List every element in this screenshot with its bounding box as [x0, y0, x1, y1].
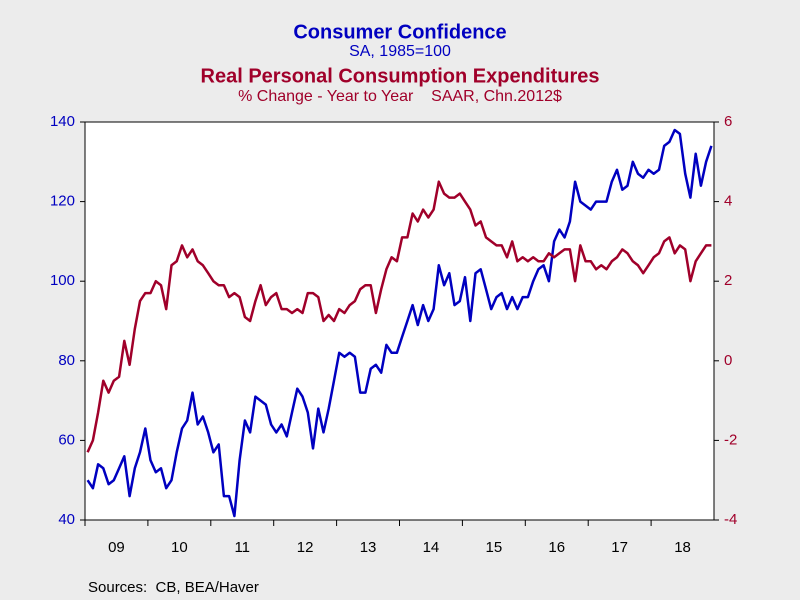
y2-tick-label: 2 [724, 272, 732, 289]
y2-tick-label: 6 [724, 113, 732, 130]
x-tick-label: 18 [674, 539, 691, 556]
chart-subtitle: SA, 1985=100 [349, 43, 451, 60]
chart-subtitle-2: % Change - Year to Year SAAR, Chn.2012$ [238, 88, 562, 105]
x-tick-label: 14 [423, 539, 440, 556]
x-tick-label: 17 [611, 539, 628, 556]
x-tick-label: 12 [297, 539, 314, 556]
series-line [86, 180, 712, 453]
y-tick-label: 80 [58, 352, 75, 369]
series-line [86, 128, 713, 518]
y2-tick-label: 4 [724, 193, 732, 210]
y2-tick-label: 0 [724, 352, 732, 369]
x-tick-label: 13 [360, 539, 377, 556]
y2-tick-label: -2 [724, 431, 737, 448]
x-tick-label: 09 [108, 539, 125, 556]
x-tick-label: 10 [171, 539, 188, 556]
source: Sources: CB, BEA/Haver [88, 579, 259, 596]
chart-title-2: Real Personal Consumption Expenditures [201, 65, 600, 87]
y2-tick-label: -4 [724, 511, 737, 528]
y-tick-label: 100 [50, 272, 75, 289]
x-tick-label: 16 [548, 539, 565, 556]
y-tick-label: 60 [58, 431, 75, 448]
y-tick-label: 140 [50, 113, 75, 130]
x-tick-label: 15 [486, 539, 503, 556]
chart-title: Consumer Confidence [293, 21, 506, 43]
y-tick-label: 40 [58, 511, 75, 528]
x-tick-label: 11 [234, 539, 250, 556]
y-tick-label: 120 [50, 193, 75, 210]
